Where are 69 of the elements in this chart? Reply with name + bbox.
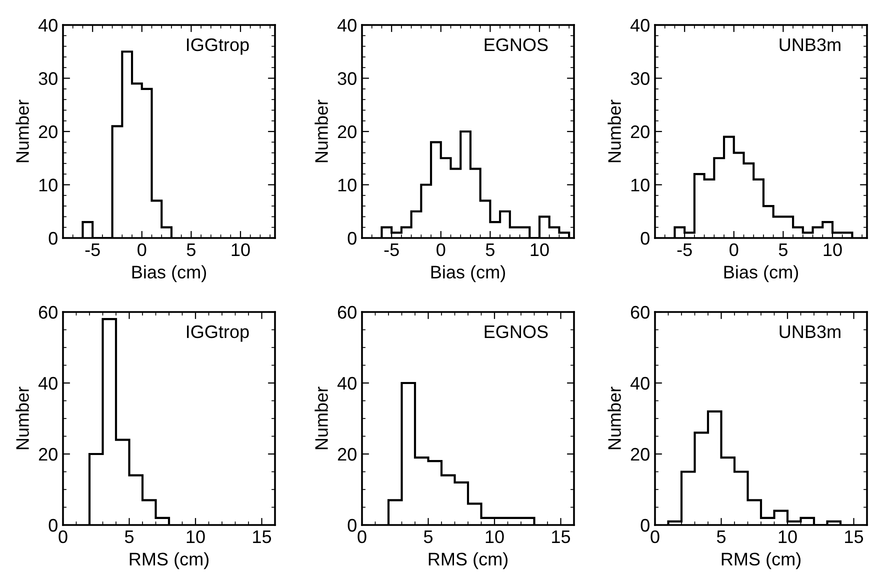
x-tick-label: 0 (58, 530, 68, 544)
y-tick-label: 20 (630, 125, 650, 138)
annotation: IGGtrop (187, 38, 249, 55)
y-axis-title: Number (16, 386, 29, 450)
y-axis-title: Number (608, 100, 621, 162)
y-tick-label: 60 (38, 306, 58, 319)
x-tick-label: -5 (85, 244, 100, 256)
x-tick-label: 5 (778, 244, 788, 256)
x-tick-label: 5 (124, 530, 134, 544)
x-tick-label: 10 (530, 243, 549, 256)
x-axis-title: Bias (cm) (724, 265, 798, 282)
y-tick-label: 0 (48, 518, 58, 532)
x-tick-label: 10 (486, 530, 504, 544)
x-tick-label: 0 (358, 530, 366, 544)
x-tick-label: 5 (186, 244, 196, 256)
x-tick-label: 5 (486, 244, 494, 256)
x-tick-label: -5 (677, 244, 692, 256)
y-tick-label: 20 (38, 125, 58, 138)
x-tick-label: -5 (384, 244, 399, 256)
y-tick-label: 20 (338, 125, 356, 138)
y-tick-label: 0 (48, 232, 58, 245)
y-tick-label: 30 (38, 72, 58, 85)
x-tick-label: 15 (845, 530, 864, 544)
x-tick-label: 10 (186, 530, 205, 544)
y-tick-label: 0 (348, 518, 356, 532)
y-tick-label: 20 (630, 448, 650, 461)
y-tick-label: 40 (337, 376, 356, 390)
x-tick-label: 0 (650, 530, 660, 544)
y-tick-label: 40 (38, 376, 58, 390)
y-tick-label: 20 (338, 448, 356, 461)
y-tick-label: 10 (338, 178, 356, 192)
y-tick-label: 10 (631, 178, 650, 192)
x-axis-title: Bias (cm) (431, 265, 505, 282)
x-tick-label: 5 (424, 530, 433, 544)
x-tick-label: 0 (138, 243, 146, 256)
x-tick-label: 15 (253, 530, 272, 544)
x-axis-title: RMS (cm) (428, 552, 508, 570)
x-tick-label: 15 (552, 530, 570, 544)
y-tick-label: 0 (640, 518, 650, 532)
y-tick-label: 30 (338, 72, 356, 85)
annotation: EGNOS (484, 38, 548, 52)
x-tick-label: 0 (730, 243, 738, 256)
y-tick-label: 60 (630, 306, 650, 319)
x-tick-label: 10 (232, 243, 250, 256)
x-axis-title: Bias (cm) (132, 265, 206, 282)
y-tick-label: 60 (338, 306, 356, 319)
y-axis-title: Number (608, 386, 621, 450)
y-tick-label: 0 (640, 232, 650, 245)
y-axis-title: Number (16, 100, 29, 162)
annotation: IGGtrop (187, 325, 249, 342)
annotation: UNB3m (780, 325, 840, 338)
annotation: EGNOS (484, 325, 548, 338)
y-tick-label: 40 (630, 18, 650, 32)
y-tick-label: 40 (630, 376, 650, 390)
x-tick-label: 0 (436, 243, 446, 256)
annotation: UNB3m (780, 38, 840, 52)
y-tick-label: 20 (38, 448, 58, 461)
y-tick-label: 40 (38, 18, 58, 32)
y-axis-title: Number (314, 100, 328, 162)
x-tick-label: 5 (716, 530, 726, 544)
y-tick-label: 40 (337, 18, 356, 32)
y-tick-label: 30 (630, 72, 650, 85)
y-tick-label: 0 (348, 232, 356, 245)
y-tick-label: 10 (39, 178, 58, 192)
x-tick-label: 10 (778, 530, 797, 544)
x-axis-title: RMS (cm) (130, 552, 208, 570)
x-axis-title: RMS (cm) (722, 552, 800, 570)
y-axis-title: Number (314, 386, 328, 450)
x-tick-label: 10 (824, 243, 842, 256)
